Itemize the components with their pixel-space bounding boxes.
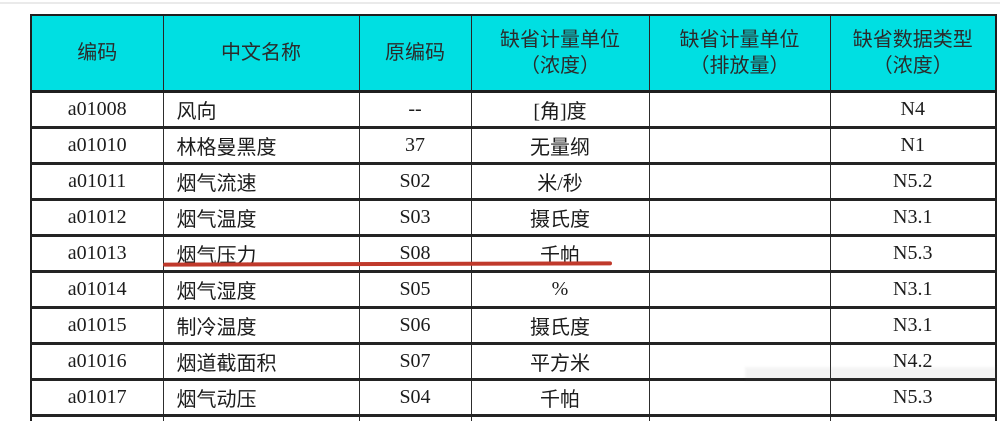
header-label: 缺省数据类型	[852, 29, 973, 51]
cell-datatype: N4	[829, 91, 997, 129]
cell-unit-concentration: 千帕	[470, 235, 650, 273]
cell-chinese-name: 林格曼黑度	[162, 127, 360, 165]
table-row: a01014 烟气湿度 S05 % N3.1	[30, 271, 997, 309]
cell-unit-emission	[648, 163, 831, 201]
cell-code: a01011	[30, 163, 164, 201]
cell-unit-emission	[648, 271, 831, 309]
cell-chinese-name: 风向	[162, 91, 360, 129]
cell-code: a01008	[30, 91, 164, 129]
cell-code: a01016	[30, 343, 164, 381]
table-row: a01016 烟道截面积 S07 平方米 N4.2	[30, 343, 997, 381]
header-cell-chinese-name: 中文名称	[162, 14, 360, 93]
cell-unit-concentration: 千帕	[470, 379, 650, 417]
cell-unit-concentration	[470, 415, 650, 421]
cell-datatype: N4.2	[829, 343, 997, 381]
cell-unit-concentration: 米/秒	[470, 163, 650, 201]
cell-code	[30, 415, 164, 421]
cell-original-code: S04	[358, 379, 472, 417]
table-row: a01010 林格曼黑度 37 无量纲 N1	[30, 127, 997, 165]
cell-unit-concentration: 摄氏度	[470, 307, 650, 345]
header-cell-code: 编码	[30, 14, 164, 93]
table-row: a01012 烟气温度 S03 摄氏度 N3.1	[30, 199, 997, 237]
table-row: a01013 烟气压力 S08 千帕 N5.3	[30, 235, 997, 273]
table-header: 编码 中文名称 原编码 缺省计量单位 （浓度） 缺省计量单位 （排放量	[30, 14, 997, 93]
cell-unit-emission	[648, 307, 831, 345]
header-label: 编码	[77, 42, 118, 64]
cell-unit-emission	[648, 199, 831, 237]
header-cell-unit-concentration: 缺省计量单位 （浓度）	[470, 14, 650, 93]
cell-unit-concentration: 无量纲	[470, 127, 650, 165]
cell-chinese-name: 制冷温度	[162, 307, 360, 345]
cell-code: a01015	[30, 307, 164, 345]
header-label: 原编码	[385, 42, 445, 64]
cell-datatype	[829, 415, 997, 421]
cell-datatype: N3.1	[829, 271, 997, 309]
cell-code: a01010	[30, 127, 164, 165]
header-label: 中文名称	[221, 42, 301, 64]
cell-code: a01012	[30, 199, 164, 237]
cell-chinese-name: 烟道截面积	[162, 343, 360, 381]
cell-original-code	[358, 415, 472, 421]
header-sublabel: （浓度）	[520, 55, 600, 77]
cell-code: a01017	[30, 379, 164, 417]
cell-code: a01014	[30, 271, 164, 309]
table-row: a01017 烟气动压 S04 千帕 N5.3	[30, 379, 997, 417]
cell-chinese-name: 烟气压力	[162, 235, 360, 273]
cell-chinese-name: 烟气动压	[162, 379, 360, 417]
header-label: 缺省计量单位	[500, 29, 620, 51]
cell-unit-concentration: [角]度	[470, 91, 650, 129]
cell-unit-emission	[648, 379, 831, 417]
cell-datatype: N1	[829, 127, 997, 165]
cell-original-code: S06	[358, 307, 472, 345]
table-row: a01008 风向 -- [角]度 N4	[30, 91, 997, 129]
cell-original-code: S08	[358, 235, 472, 273]
header-cell-datatype-concentration: 缺省数据类型 （浓度）	[829, 14, 997, 93]
cell-unit-concentration: %	[470, 271, 650, 309]
cell-original-code: S02	[358, 163, 472, 201]
cell-datatype: N5.3	[829, 379, 997, 417]
header-cell-original-code: 原编码	[358, 14, 472, 93]
scan-artifact-line	[0, 2, 1000, 4]
watermark	[745, 367, 997, 381]
cell-datatype: N3.1	[829, 199, 997, 237]
cell-chinese-name	[162, 415, 360, 421]
header-row: 编码 中文名称 原编码 缺省计量单位 （浓度） 缺省计量单位 （排放量	[30, 14, 997, 93]
cell-unit-emission	[648, 235, 831, 273]
table-row: a01011 烟气流速 S02 米/秒 N5.2	[30, 163, 997, 201]
partial-row	[30, 415, 997, 421]
cell-original-code: 37	[358, 127, 472, 165]
cell-original-code: S05	[358, 271, 472, 309]
table-row: a01015 制冷温度 S06 摄氏度 N3.1	[30, 307, 997, 345]
cell-datatype: N5.3	[829, 235, 997, 273]
cell-original-code: S07	[358, 343, 472, 381]
cell-datatype: N3.1	[829, 307, 997, 345]
cell-unit-concentration: 平方米	[470, 343, 650, 381]
cell-original-code: S03	[358, 199, 472, 237]
header-sublabel: （浓度）	[872, 55, 953, 77]
cell-unit-emission	[648, 415, 831, 421]
cell-datatype: N5.2	[829, 163, 997, 201]
cell-unit-emission	[648, 343, 831, 381]
cell-chinese-name: 烟气温度	[162, 199, 360, 237]
cell-unit-concentration: 摄氏度	[470, 199, 650, 237]
pollutant-code-table: 编码 中文名称 原编码 缺省计量单位 （浓度） 缺省计量单位 （排放量	[30, 14, 997, 421]
cell-unit-emission	[648, 91, 831, 129]
cell-chinese-name: 烟气湿度	[162, 271, 360, 309]
table-body: a01008 风向 -- [角]度 N4 a01010 林格曼黑度 37 无量纲…	[30, 91, 997, 421]
header-sublabel: （排放量）	[689, 55, 790, 77]
header-label: 缺省计量单位	[679, 29, 800, 51]
header-cell-unit-emission: 缺省计量单位 （排放量）	[648, 14, 831, 93]
cell-unit-emission	[648, 127, 831, 165]
cell-code: a01013	[30, 235, 164, 273]
cell-original-code: --	[358, 91, 472, 129]
cell-chinese-name: 烟气流速	[162, 163, 360, 201]
